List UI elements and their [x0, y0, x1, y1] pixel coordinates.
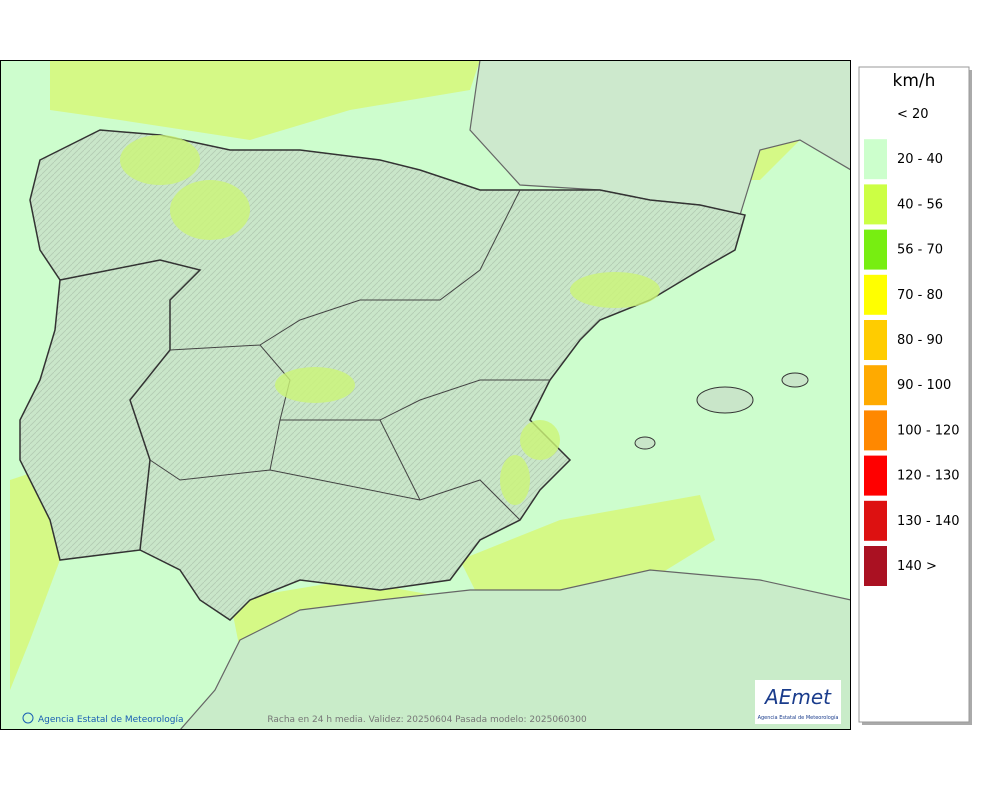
- legend-label: 20 - 40: [897, 152, 943, 167]
- legend-swatch: [864, 320, 887, 360]
- wind-area: [570, 272, 660, 308]
- legend-swatch: [864, 455, 887, 496]
- island: [696, 386, 754, 414]
- legend-label: 40 - 56: [897, 197, 943, 212]
- wind-area: [275, 367, 355, 403]
- region-borders: [149, 189, 550, 521]
- legend-label: < 20: [897, 107, 929, 122]
- logo-subtitle: Agencia Estatal de Meteorología: [758, 714, 839, 721]
- legend-swatch: [864, 139, 887, 180]
- caption: Racha en 24 h media. Validez: 20250604 P…: [267, 715, 587, 725]
- wind-area: [10, 470, 60, 690]
- legend-label: 130 - 140: [897, 514, 960, 529]
- wind-area: [120, 135, 200, 185]
- iberian-peninsula: [19, 129, 746, 621]
- legend-swatch: [864, 229, 887, 270]
- copyright-icon: [22, 712, 34, 724]
- wind-area: [50, 60, 480, 140]
- legend-label: 140 >: [897, 559, 937, 574]
- legend-swatch: [864, 410, 887, 451]
- legend-label: 90 - 100: [897, 378, 951, 393]
- legend-label: 100 - 120: [897, 423, 960, 438]
- logo: AEmet Agencia Estatal de Meteorología: [755, 680, 841, 724]
- logo-box: [755, 680, 841, 724]
- legend-label: 70 - 80: [897, 288, 943, 303]
- legend-label: 80 - 90: [897, 333, 943, 348]
- logo-name: AEmet: [763, 685, 832, 709]
- legend-swatch: [864, 500, 887, 541]
- legend-swatch: [864, 546, 887, 586]
- map-frame: [0, 60, 851, 730]
- legend-label: 120 - 130: [897, 469, 960, 484]
- wind-area: [170, 180, 250, 240]
- island: [634, 436, 656, 450]
- map: AEmet Agencia Estatal de Meteorología Ag…: [0, 60, 851, 730]
- africa: [179, 569, 851, 730]
- border: [59, 259, 202, 551]
- legend-swatch: [864, 274, 887, 315]
- legend-swatch: [864, 184, 887, 225]
- wind-area: [500, 455, 530, 505]
- island: [781, 372, 809, 388]
- credit: Agencia Estatal de Meteorología: [38, 715, 184, 725]
- legend-title: km/h: [893, 71, 936, 91]
- wind-area: [520, 420, 560, 460]
- legend-swatch: [864, 365, 887, 406]
- legend-label: 56 - 70: [897, 243, 943, 258]
- legend: km/h < 20 20 - 40 40 - 56 56 - 70 70 - 80 80 …: [858, 66, 972, 725]
